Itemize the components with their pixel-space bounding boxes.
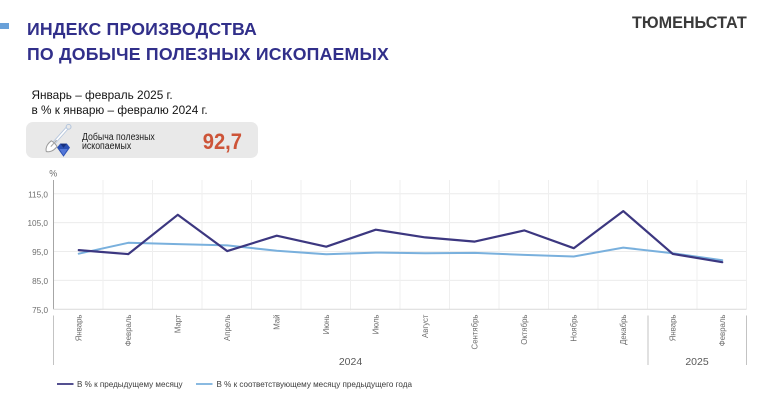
svg-text:Август: Август <box>421 314 430 338</box>
svg-text:95,0: 95,0 <box>32 248 48 257</box>
svg-text:Сентябрь: Сентябрь <box>470 315 479 350</box>
svg-text:Февраль: Февраль <box>124 315 133 347</box>
svg-text:Ноябрь: Ноябрь <box>569 315 578 342</box>
svg-text:Январь: Январь <box>668 315 677 342</box>
svg-text:75,0: 75,0 <box>32 306 48 315</box>
svg-text:Май: Май <box>272 315 281 330</box>
svg-text:85,0: 85,0 <box>32 277 48 286</box>
svg-text:Октябрь: Октябрь <box>520 315 529 345</box>
svg-text:Март: Март <box>173 314 182 333</box>
svg-text:105,0: 105,0 <box>28 219 49 228</box>
svg-text:Февраль: Февраль <box>718 315 727 347</box>
svg-text:Апрель: Апрель <box>223 315 232 341</box>
svg-text:2025: 2025 <box>685 356 709 368</box>
svg-text:2024: 2024 <box>339 356 363 368</box>
svg-text:Июль: Июль <box>371 315 380 335</box>
svg-text:В % к предыдущему месяцу: В % к предыдущему месяцу <box>77 380 184 389</box>
svg-text:%: % <box>49 169 57 179</box>
svg-text:115,0: 115,0 <box>28 190 48 199</box>
svg-text:Декабрь: Декабрь <box>619 315 628 345</box>
svg-text:Январь: Январь <box>74 315 83 342</box>
svg-text:В % к соответствующему месяцу: В % к соответствующему месяцу предыдущег… <box>217 380 413 389</box>
svg-text:Июнь: Июнь <box>322 315 331 335</box>
